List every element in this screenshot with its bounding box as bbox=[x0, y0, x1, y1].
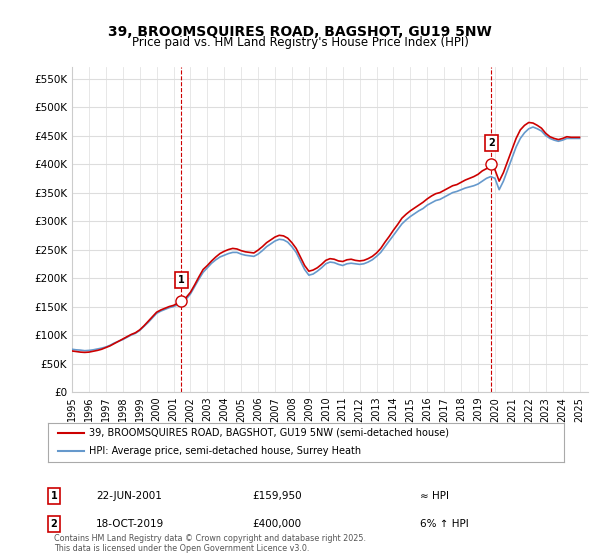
Text: ≈ HPI: ≈ HPI bbox=[420, 491, 449, 501]
Text: 2: 2 bbox=[488, 138, 495, 148]
Text: £159,950: £159,950 bbox=[252, 491, 302, 501]
Text: 22-JUN-2001: 22-JUN-2001 bbox=[96, 491, 162, 501]
Text: 6% ↑ HPI: 6% ↑ HPI bbox=[420, 519, 469, 529]
Text: £400,000: £400,000 bbox=[252, 519, 301, 529]
Text: 39, BROOMSQUIRES ROAD, BAGSHOT, GU19 5NW: 39, BROOMSQUIRES ROAD, BAGSHOT, GU19 5NW bbox=[108, 25, 492, 39]
Text: Price paid vs. HM Land Registry's House Price Index (HPI): Price paid vs. HM Land Registry's House … bbox=[131, 36, 469, 49]
Text: HPI: Average price, semi-detached house, Surrey Heath: HPI: Average price, semi-detached house,… bbox=[89, 446, 361, 456]
Text: 39, BROOMSQUIRES ROAD, BAGSHOT, GU19 5NW (semi-detached house): 39, BROOMSQUIRES ROAD, BAGSHOT, GU19 5NW… bbox=[89, 428, 449, 437]
Text: 1: 1 bbox=[50, 491, 58, 501]
Text: 2: 2 bbox=[50, 519, 58, 529]
Text: 18-OCT-2019: 18-OCT-2019 bbox=[96, 519, 164, 529]
Text: 1: 1 bbox=[178, 275, 185, 285]
Text: Contains HM Land Registry data © Crown copyright and database right 2025.
This d: Contains HM Land Registry data © Crown c… bbox=[54, 534, 366, 553]
